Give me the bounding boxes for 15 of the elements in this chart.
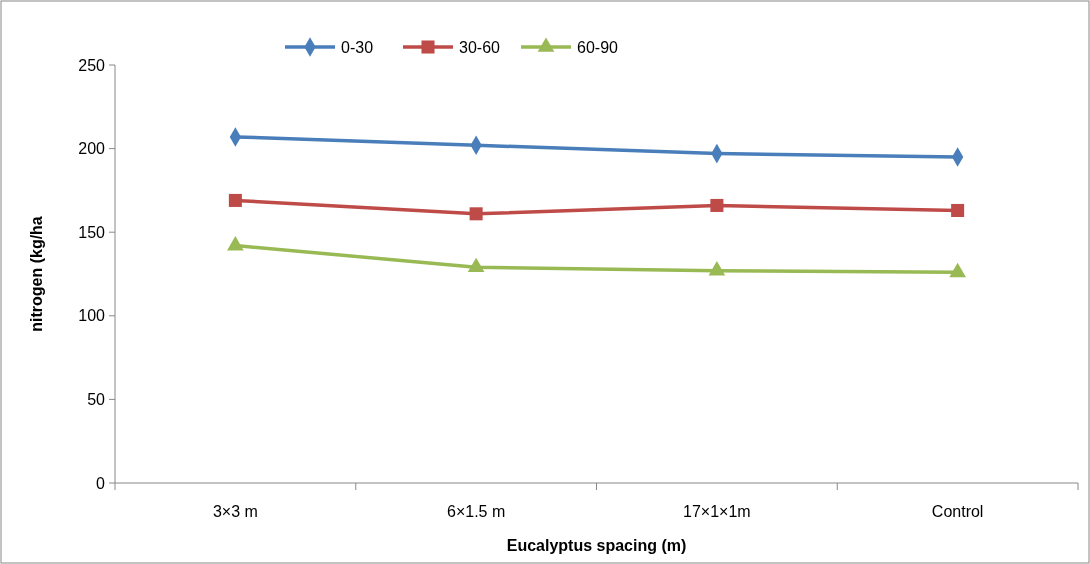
x-tick-label: 3×3 m	[212, 503, 258, 520]
legend-label: 60-90	[577, 38, 619, 56]
y-tick-label: 0	[96, 474, 106, 492]
x-axis-title: Eucalyptus spacing (m)	[506, 537, 687, 554]
x-tick-label: Control	[931, 503, 984, 520]
x-tick-label: 6×1.5 m	[446, 503, 506, 520]
y-tick-label: 100	[78, 307, 106, 325]
legend-label: 30-60	[459, 38, 501, 56]
legend-label: 0-30	[341, 38, 374, 56]
y-tick-label: 250	[78, 56, 106, 74]
y-tick-label: 200	[78, 140, 106, 158]
y-tick-label: 50	[87, 391, 106, 408]
y-tick-label: 150	[78, 223, 106, 241]
y-axis-title: nitrogen (kg/ha	[28, 216, 45, 332]
x-tick-label: 17×1×1m	[683, 503, 751, 520]
